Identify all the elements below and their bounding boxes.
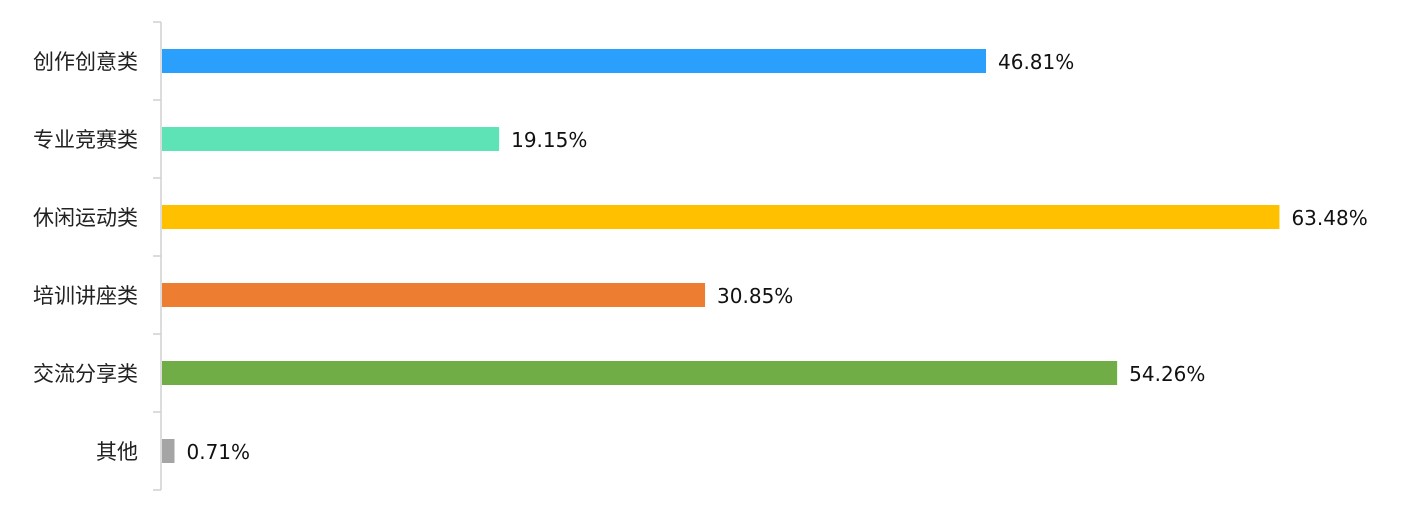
bar-2 — [162, 127, 500, 151]
data-label: 54.26% — [1129, 362, 1205, 386]
category-label: 交流分享类 — [33, 362, 138, 386]
data-label: 30.85% — [717, 284, 793, 308]
data-label: 63.48% — [1291, 206, 1367, 230]
data-label: 0.71% — [186, 440, 250, 464]
category-label: 其他 — [96, 440, 138, 464]
category-label: 创作创意类 — [33, 50, 138, 74]
bar-5 — [162, 361, 1118, 385]
bar-4 — [162, 283, 706, 307]
bar-6 — [162, 439, 175, 463]
category-label: 培训讲座类 — [33, 284, 138, 308]
category-label: 休闲运动类 — [33, 206, 138, 230]
bar-1 — [162, 49, 986, 73]
data-label: 46.81% — [998, 50, 1074, 74]
category-label: 专业竞赛类 — [33, 128, 138, 152]
bar-3 — [162, 205, 1280, 229]
data-label: 19.15% — [511, 128, 587, 152]
